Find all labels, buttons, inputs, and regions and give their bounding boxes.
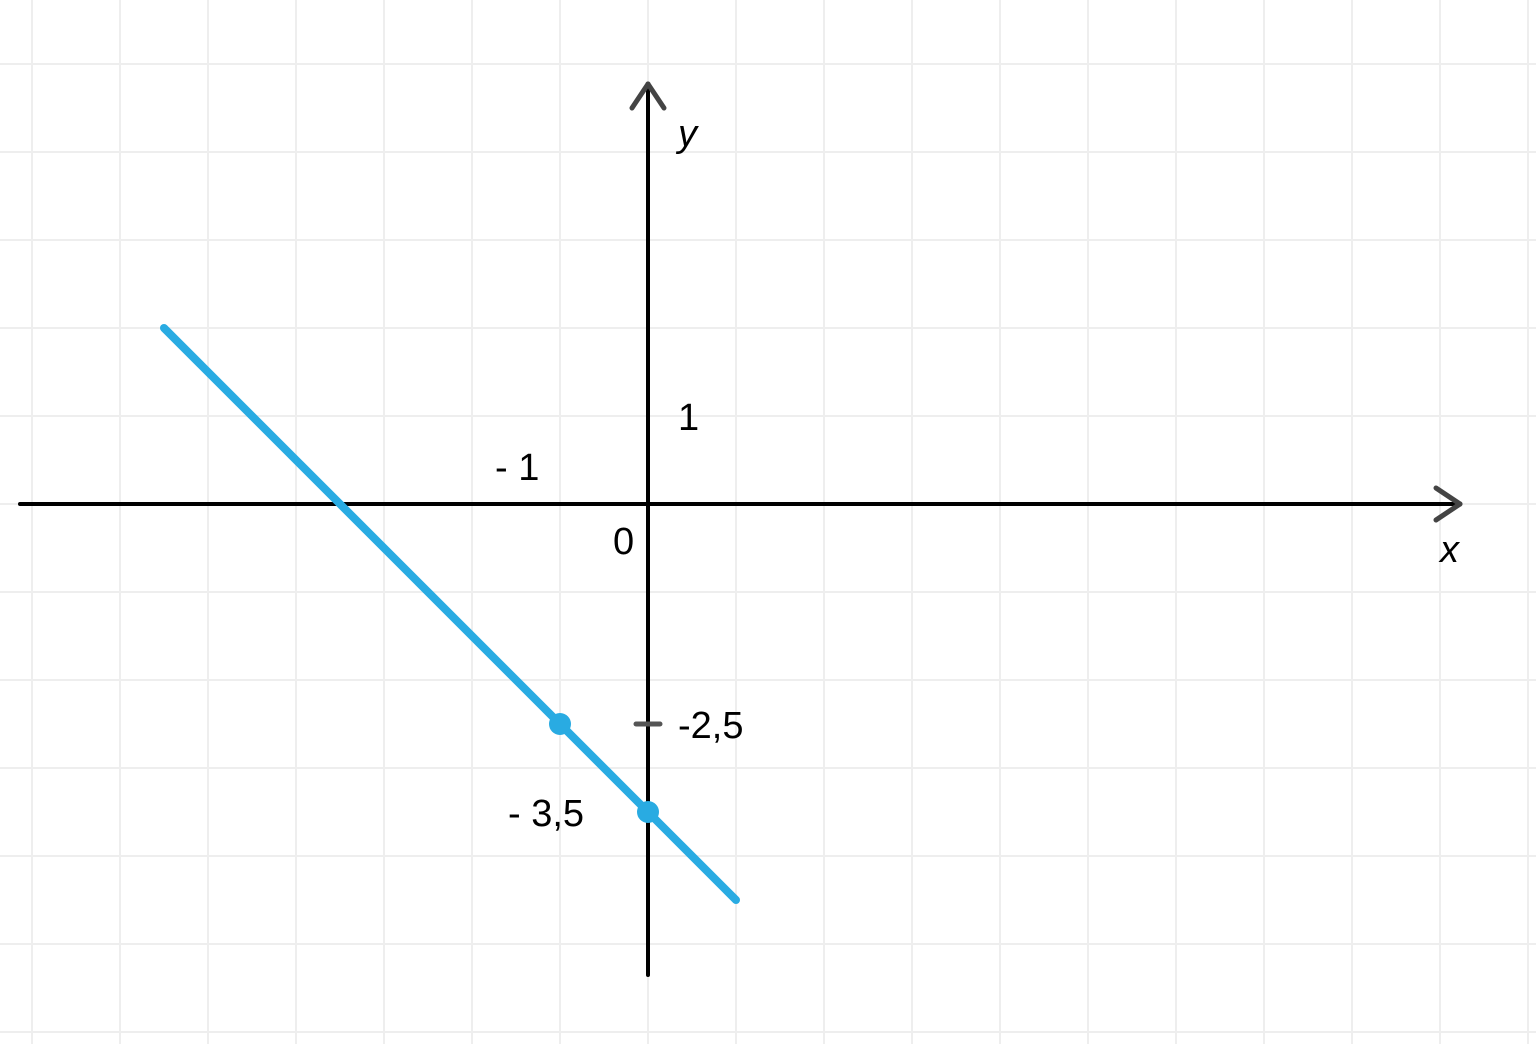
origin-label: 0 (613, 521, 634, 563)
chart-container: y x 0 1 - 1 -2,5 - 3,5 (0, 0, 1536, 1044)
marker-point-1 (549, 713, 571, 735)
y-minus-2-5-label: -2,5 (678, 705, 743, 747)
chart-svg: y x 0 1 - 1 -2,5 - 3,5 (0, 0, 1536, 1044)
x-axis (20, 488, 1460, 520)
y-axis-label: y (675, 113, 699, 155)
y-plus-1-label: 1 (678, 397, 699, 439)
marker-point-2 (637, 801, 659, 823)
x-minus-1-label: - 1 (495, 447, 539, 489)
grid (0, 0, 1536, 1044)
y-minus-3-5-label: - 3,5 (508, 793, 584, 835)
y-axis (632, 84, 664, 975)
x-axis-label: x (1438, 529, 1461, 571)
